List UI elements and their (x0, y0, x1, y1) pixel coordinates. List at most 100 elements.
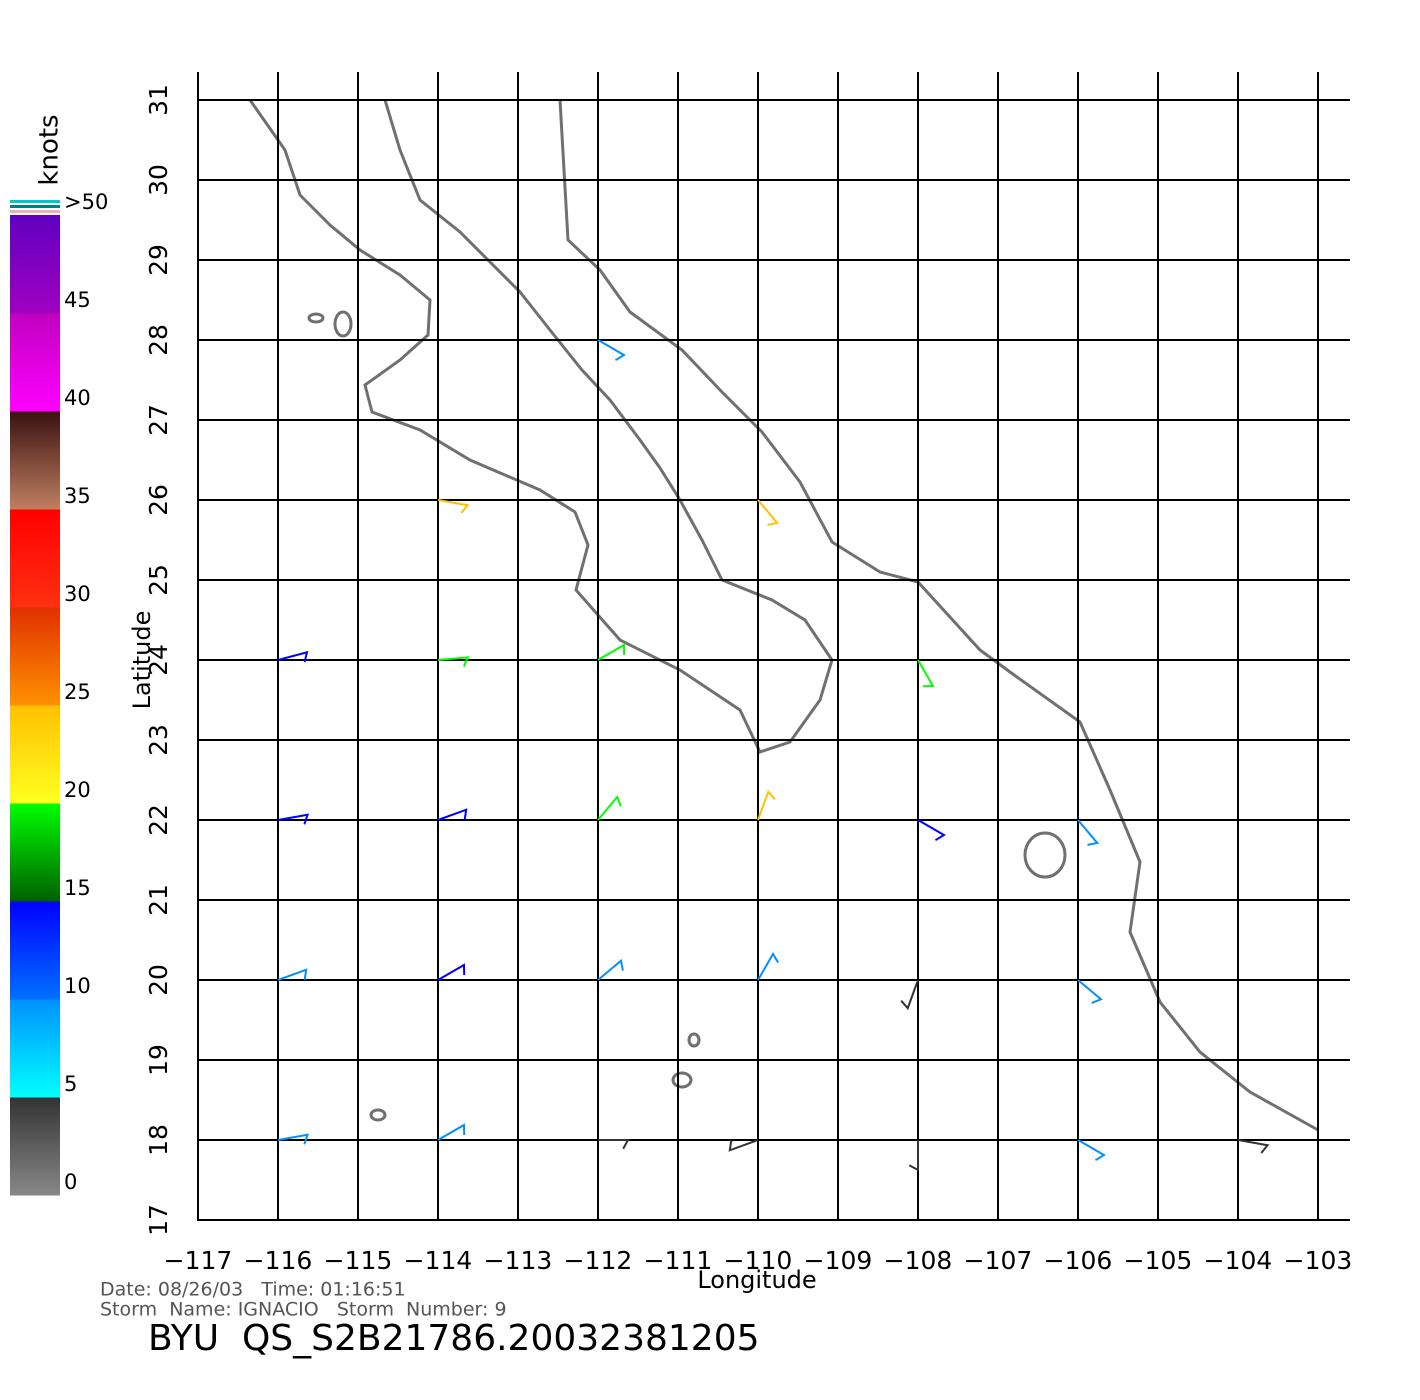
colorbar-bin (10, 999, 60, 1098)
y-axis-label: Latitude (128, 611, 156, 710)
colorbar-bin (10, 607, 60, 706)
colorbar-stripe (10, 200, 60, 203)
x-tick-label: −116 (244, 1246, 313, 1275)
y-tick-label: 17 (144, 1204, 173, 1236)
colorbar-tick-label: 5 (64, 1072, 77, 1096)
wind-barb (277, 1133, 310, 1145)
colorbar-stripe (10, 205, 60, 208)
island (687, 1032, 701, 1048)
x-tick-label: −103 (1284, 1246, 1353, 1275)
colorbar-bin (10, 1097, 60, 1196)
wind-barb (917, 659, 935, 688)
wind-barb (1237, 1139, 1270, 1154)
info-line: Storm Name: IGNACIO Storm Number: 9 (100, 1299, 507, 1321)
x-tick-label: −115 (324, 1246, 393, 1275)
island (369, 1108, 387, 1122)
colorbar-tick-label: 35 (64, 484, 91, 508)
colorbar-bin (10, 705, 60, 804)
colorbar-tick-label: 25 (64, 680, 91, 704)
wind-barb (1077, 979, 1103, 1004)
title: BYU QS_S2B21786.20032381205 (148, 1318, 760, 1359)
colorbar-tick-label: 0 (64, 1170, 77, 1194)
x-tick-label: −117 (164, 1246, 233, 1275)
colorbar-stripe (10, 210, 60, 213)
y-tick-label: 23 (144, 724, 173, 756)
wind-barb (597, 643, 626, 661)
colorbar: 0 5 10 15 20 25 30 35 40 45 >50 (10, 190, 108, 1196)
wind-barb (757, 789, 776, 821)
wind-barb (757, 952, 780, 981)
colorbar-bin (10, 803, 60, 902)
x-tick-label: −110 (724, 1246, 793, 1275)
wind-barb (437, 499, 470, 514)
colorbar-tick-label: 20 (64, 778, 91, 802)
colorbar-tick-label: >50 (64, 190, 108, 214)
x-tick-label: −106 (1044, 1246, 1113, 1275)
colorbar-bin (10, 509, 60, 608)
y-tick-label: 30 (144, 164, 173, 196)
x-tick-label: −104 (1204, 1246, 1273, 1275)
y-tick-label: 18 (144, 1124, 173, 1156)
axes: −117 −116 −115 −114 −113 −112 −111 −110 −109 −108… (144, 84, 1352, 1275)
x-tick-label: −111 (644, 1246, 713, 1275)
colorbar-tick-label: 10 (64, 974, 91, 998)
wind-barb (917, 819, 946, 842)
wind-barb (598, 1139, 630, 1150)
colorbar-tick-label: 30 (64, 582, 91, 606)
grid (197, 72, 1350, 1221)
island (333, 310, 353, 338)
y-tick-label: 26 (144, 484, 173, 516)
map-frame (197, 99, 1319, 1221)
x-tick-label: −113 (484, 1246, 553, 1275)
y-tick-label: 31 (144, 84, 173, 116)
x-tick-label: −109 (804, 1246, 873, 1275)
colorbar-tick-label: 15 (64, 876, 91, 900)
colorbar-bin (10, 411, 60, 510)
wind-barbs (277, 339, 1270, 1172)
wind-barb (900, 979, 919, 1011)
wind-barb (597, 795, 622, 821)
y-tick-label: 21 (144, 884, 173, 916)
island (307, 312, 325, 324)
info-line: Date: 08/26/03 Time: 01:16:51 (100, 1279, 406, 1301)
y-tick-label: 22 (144, 804, 173, 836)
x-axis-label: Longitude (697, 1266, 816, 1294)
x-tick-label: −105 (1124, 1246, 1193, 1275)
island (671, 1071, 693, 1089)
wind-barb (437, 1123, 466, 1141)
colorbar-label: knots (35, 114, 65, 185)
x-tick-label: −107 (964, 1246, 1033, 1275)
y-tick-label: 20 (144, 964, 173, 996)
wind-barb (437, 808, 468, 821)
wind-barb (277, 650, 309, 663)
y-tick-label: 19 (144, 1044, 173, 1076)
y-tick-label: 29 (144, 244, 173, 276)
wind-barb (1077, 1139, 1106, 1162)
wind-barb (757, 499, 780, 526)
x-tick-label: −108 (884, 1246, 953, 1275)
wind-barb (597, 958, 624, 981)
y-tick-label: 24 (144, 644, 173, 676)
wind-barb (437, 963, 466, 981)
colorbar-bin (10, 313, 60, 412)
island (1023, 831, 1067, 879)
wind-barb (277, 813, 310, 825)
wind-barb (597, 339, 626, 362)
y-tick-label: 27 (144, 404, 173, 436)
wind-barb (908, 1140, 919, 1172)
colorbar-tick-label: 45 (64, 288, 91, 312)
y-tick-label: 25 (144, 564, 173, 596)
wind-barb (437, 656, 470, 667)
x-tick-label: −112 (564, 1246, 633, 1275)
baja-coast (248, 99, 834, 754)
colorbar-bin (10, 215, 60, 314)
y-tick-label: 28 (144, 324, 173, 356)
colorbar-tick-label: 40 (64, 386, 91, 410)
x-tick-label: −114 (404, 1246, 473, 1275)
wind-barb (1077, 819, 1100, 846)
colorbar-bin (10, 901, 60, 1000)
wind-barb (277, 968, 308, 981)
